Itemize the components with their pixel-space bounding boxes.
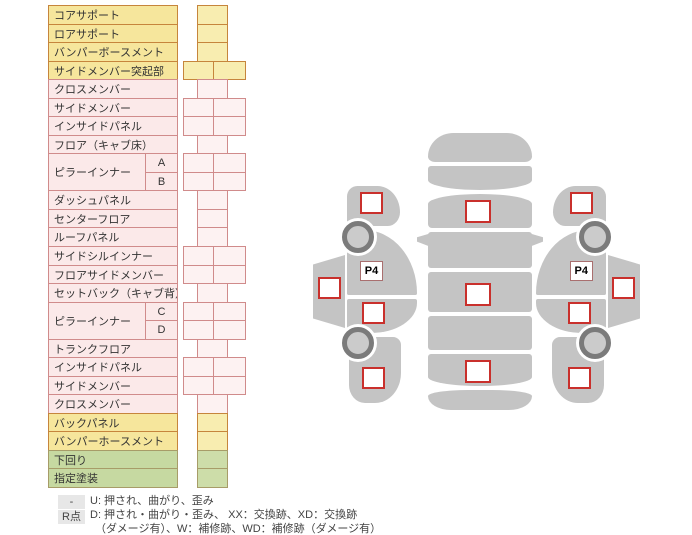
part-label: フロア（キャブ床） <box>48 135 178 154</box>
front-bumper-section <box>428 133 532 162</box>
legend-key-dash: - <box>58 495 85 509</box>
rear-wheel-icon <box>342 327 374 359</box>
status-cell[interactable] <box>183 116 214 136</box>
part-label: バックパネル <box>48 413 178 432</box>
status-cell[interactable] <box>183 302 214 321</box>
status-cell[interactable] <box>213 357 246 377</box>
p4-marker[interactable]: P4 <box>570 261 593 281</box>
status-cell[interactable] <box>213 98 246 117</box>
part-sublabel: A <box>145 153 178 173</box>
legend-key-rpoint: R点 <box>58 510 85 524</box>
part-label: サイドシルインナー <box>48 246 178 266</box>
status-cell[interactable] <box>183 320 214 340</box>
status-cell[interactable] <box>213 320 246 340</box>
part-label: インサイドパネル <box>48 116 178 136</box>
status-cell[interactable] <box>197 394 228 414</box>
status-cell[interactable] <box>213 61 246 80</box>
part-label: バンパーボースメント <box>48 42 178 62</box>
part-label: ルーフパネル <box>48 227 178 247</box>
part-label: ピラーインナー <box>48 153 146 191</box>
part-label: サイドメンバー <box>48 98 178 117</box>
status-cell[interactable] <box>197 24 228 43</box>
car-underbody-view <box>417 133 543 410</box>
status-cell[interactable] <box>213 302 246 321</box>
part-label: 下回り <box>48 450 178 469</box>
legend-line-1: U: 押され、曲がり、歪み <box>90 495 214 507</box>
status-cell[interactable] <box>197 42 228 62</box>
status-cell[interactable] <box>197 227 228 247</box>
status-cell[interactable] <box>213 116 246 136</box>
p4-label: P4 <box>364 265 379 277</box>
front-wheel-icon <box>342 221 374 253</box>
parts-table: コアサポート ロアサポート バンパーボースメント サイドメンバー突起部 クロスメンバーサ… <box>0 0 260 490</box>
check-square-door[interactable] <box>362 302 385 324</box>
check-square-front[interactable] <box>465 200 491 223</box>
part-sublabel: C <box>145 302 178 321</box>
p4-marker[interactable]: P4 <box>360 261 383 281</box>
car-right-side-view: P4 <box>533 180 640 405</box>
part-label: コアサポート <box>48 5 178 25</box>
check-square-roof[interactable] <box>318 277 341 299</box>
status-cell[interactable] <box>197 339 228 358</box>
check-square-door[interactable] <box>568 302 591 324</box>
status-cell[interactable] <box>197 209 228 228</box>
part-label: ピラーインナー <box>48 302 146 340</box>
check-square-fender[interactable] <box>360 192 383 214</box>
part-label: 指定塗装 <box>48 468 178 488</box>
status-cell[interactable] <box>197 413 228 432</box>
status-cell[interactable] <box>183 153 214 173</box>
status-cell[interactable] <box>213 246 246 266</box>
legend-line-3: （ダメージ有）、W：補修跡、WD：補修跡（ダメージ有） <box>95 523 382 535</box>
front-wheel-icon <box>579 221 611 253</box>
part-sublabel: D <box>145 320 178 340</box>
front-section <box>428 166 532 190</box>
status-cell[interactable] <box>213 265 246 284</box>
check-square-rear[interactable] <box>465 360 491 383</box>
status-cell[interactable] <box>183 172 214 191</box>
car-left-side-view: P4 <box>313 180 420 405</box>
check-square-quarter[interactable] <box>568 367 591 389</box>
status-cell[interactable] <box>197 190 228 210</box>
check-square-center[interactable] <box>465 283 491 306</box>
rear-bumper-section <box>428 390 532 410</box>
status-cell[interactable] <box>197 468 228 488</box>
status-cell[interactable] <box>183 98 214 117</box>
status-cell[interactable] <box>197 450 228 469</box>
windshield-section <box>428 232 532 268</box>
status-cell[interactable] <box>213 153 246 173</box>
part-label: フロアサイドメンバー <box>48 265 178 284</box>
p4-label: P4 <box>574 265 589 277</box>
part-label: バンパーホースメント <box>48 431 178 451</box>
part-label: ロアサポート <box>48 24 178 43</box>
status-cell[interactable] <box>197 431 228 451</box>
status-cell[interactable] <box>183 357 214 377</box>
legend-line-2: D: 押され・曲がり・歪み、 XX：交換跡、XD：交換跡 <box>90 509 358 521</box>
status-cell[interactable] <box>197 135 228 154</box>
part-label: サイドメンバー <box>48 376 178 395</box>
status-cell[interactable] <box>197 5 228 25</box>
status-cell[interactable] <box>197 79 228 99</box>
status-cell[interactable] <box>213 376 246 395</box>
rear-wheel-icon <box>579 327 611 359</box>
check-square-fender[interactable] <box>570 192 593 214</box>
check-square-quarter[interactable] <box>362 367 385 389</box>
status-cell[interactable] <box>183 265 214 284</box>
part-sublabel: B <box>145 172 178 191</box>
status-cell[interactable] <box>183 246 214 266</box>
status-cell[interactable] <box>213 172 246 191</box>
part-label: ダッシュパネル <box>48 190 178 210</box>
part-label: センターフロア <box>48 209 178 228</box>
part-label: サイドメンバー突起部 <box>48 61 178 80</box>
status-cell[interactable] <box>183 61 214 80</box>
part-label: インサイドパネル <box>48 357 178 377</box>
part-label: セットバック（キャブ背） <box>48 283 178 303</box>
part-label: クロスメンバー <box>48 79 178 99</box>
part-label: クロスメンバー <box>48 394 178 414</box>
check-square-roof[interactable] <box>612 277 635 299</box>
status-cell[interactable] <box>183 376 214 395</box>
rear-roof-section <box>428 316 532 350</box>
part-label: トランクフロア <box>48 339 178 358</box>
status-cell[interactable] <box>197 283 228 303</box>
